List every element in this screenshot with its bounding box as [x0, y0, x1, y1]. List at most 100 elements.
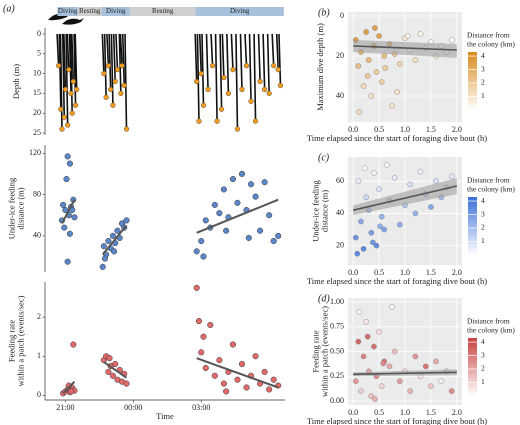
point [373, 69, 380, 75]
point [63, 176, 70, 183]
phase-label: Resting [152, 7, 174, 15]
colorbar-tick-label: 4 [481, 196, 485, 205]
dive-point [61, 114, 67, 120]
point [266, 212, 273, 219]
dive-point [257, 78, 263, 85]
point [356, 109, 363, 115]
x-tick-label: 1.5 [426, 268, 436, 277]
point [64, 153, 71, 160]
dive-trace [219, 33, 223, 110]
y-axis-label: distance (m) [15, 187, 25, 229]
y-tick-label: 0.75 [330, 322, 344, 331]
point [101, 255, 109, 262]
point [370, 239, 376, 246]
point [412, 353, 419, 360]
dive-trace [271, 33, 275, 66]
dive-point [239, 86, 245, 93]
y-tick-label: 0.50 [330, 346, 344, 355]
point [355, 338, 362, 345]
point [404, 33, 411, 39]
point [270, 376, 277, 383]
y-tick-label: 40 [336, 91, 344, 100]
point [391, 348, 398, 355]
point [377, 223, 383, 230]
point [397, 221, 403, 228]
phase-bar [129, 7, 196, 16]
dive-trace [58, 33, 62, 110]
fit-line [103, 361, 128, 379]
dive-trace [248, 33, 252, 102]
x-tick-label: 2.0 [452, 268, 462, 277]
y-tick-label: 0.25 [330, 371, 344, 380]
dive-trace [59, 33, 63, 130]
x-tick-label: 1.0 [400, 268, 410, 277]
panel: 0 1 2 21:00 00:00 03:00 Feeding rate within a p… [6, 282, 285, 421]
dive-point [123, 126, 130, 132]
colorbar-tick-label: 3 [481, 209, 485, 218]
dive-point [243, 63, 250, 69]
legend-title: the colony (km) [467, 326, 515, 335]
point [123, 380, 130, 387]
point [360, 353, 367, 360]
dive-trace [239, 33, 243, 90]
point [376, 328, 382, 335]
y-tick-label: 0 [37, 29, 41, 38]
dive-point [248, 98, 254, 104]
point [247, 181, 255, 188]
point [70, 341, 77, 348]
x-tick-label: 2.0 [452, 125, 462, 134]
point [112, 361, 119, 368]
y-axis-label: Maximum dive depth (m) [315, 23, 325, 111]
point [422, 363, 429, 370]
point [371, 170, 377, 176]
colorbar-tick-label: 4 [481, 337, 485, 346]
dive-trace [214, 33, 218, 122]
fit-ribbon [353, 40, 457, 58]
y-tick-label: 20 [336, 51, 344, 60]
phase-bar [77, 7, 102, 16]
phase-label: Diving [58, 7, 78, 15]
point [358, 218, 364, 225]
y-axis-label: distance (m) [319, 190, 329, 232]
point [373, 242, 380, 249]
dive-trace [210, 33, 214, 66]
point [261, 368, 268, 375]
y-tick-label: 120 [29, 148, 41, 157]
dive-trace [112, 33, 116, 82]
penguin-icon [62, 18, 84, 25]
y-axis-label: Depth (m) [11, 64, 21, 99]
dive-trace [198, 33, 203, 74]
panel-label: (a) [3, 3, 15, 14]
point [223, 227, 230, 234]
point [200, 253, 207, 260]
dive-point [62, 86, 68, 93]
y-tick-label: 5 [37, 49, 41, 58]
point [381, 53, 388, 59]
point [355, 63, 362, 69]
point [360, 246, 367, 252]
point [202, 364, 209, 372]
dive-point [110, 102, 116, 108]
dive-point [209, 63, 216, 69]
x-tick-label: 21:00 [56, 403, 74, 412]
x-tick-label: 0.0 [348, 268, 358, 277]
point [66, 230, 73, 237]
point [354, 250, 361, 257]
dive-point [196, 118, 202, 124]
panel: 0.00 0.25 0.50 0.75 1.00 0.0 0.5 1.0 1.5 2.0 Feedi… [307, 293, 516, 425]
point [407, 181, 413, 188]
x-tick-label: 0.0 [348, 125, 358, 134]
point [412, 210, 419, 217]
y-axis-label: within a patch (events/sec) [15, 295, 25, 386]
point [364, 73, 371, 79]
point [372, 396, 378, 402]
dive-trace [118, 33, 122, 94]
point [384, 162, 390, 168]
dive-trace [278, 33, 282, 86]
point [382, 65, 389, 71]
colorbar-tick-label: 2 [481, 364, 485, 373]
point [234, 376, 241, 383]
dive-point [72, 102, 79, 108]
point [438, 378, 445, 385]
